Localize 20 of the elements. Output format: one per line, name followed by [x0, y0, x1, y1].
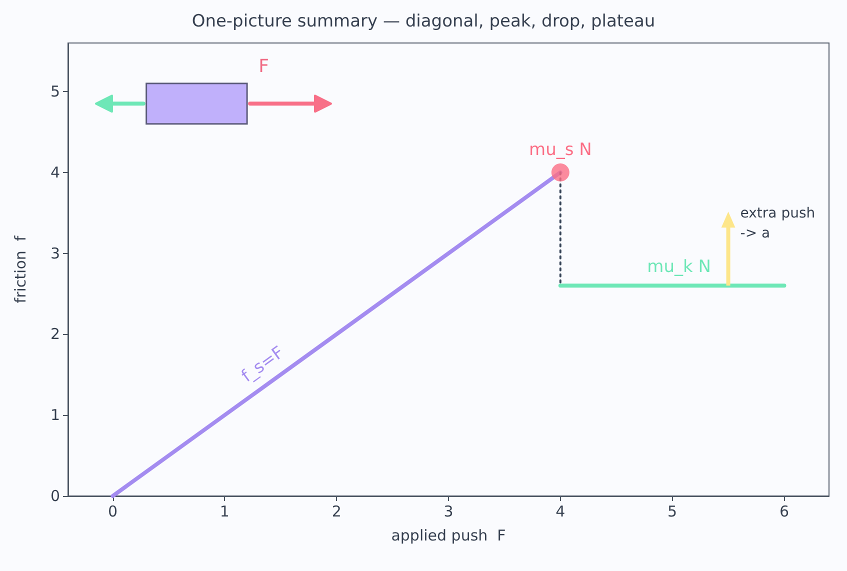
x-tick-label: 1 [220, 502, 230, 520]
y-tick-label: 5 [50, 82, 60, 101]
annotation: extra push -> a [740, 206, 816, 242]
series-label: mu_s N [529, 140, 592, 160]
y-tick-label: 3 [50, 244, 60, 262]
x-axis-title: applied push F [391, 526, 506, 544]
chart-title: One-picture summary — diagonal, peak, drop, plateau [192, 12, 656, 32]
x-tick-label: 5 [668, 502, 678, 520]
annotation: F [258, 56, 270, 77]
x-tick-label: 2 [332, 502, 342, 520]
x-tick-label: 3 [444, 502, 454, 520]
y-axis-title: friction f [12, 235, 30, 304]
series-label: mu_k N [647, 257, 711, 278]
y-tick-label: 2 [50, 325, 60, 344]
x-tick-label: 6 [779, 502, 790, 520]
y-tick-label: 0 [50, 487, 60, 505]
x-tick-label: 0 [108, 502, 118, 520]
y-tick-label: 1 [50, 406, 60, 424]
x-tick-label: 4 [556, 502, 566, 520]
y-tick-label: 4 [50, 163, 60, 182]
